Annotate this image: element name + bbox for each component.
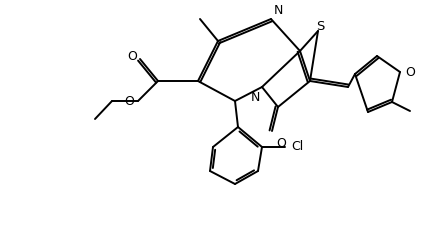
Text: N: N [251, 91, 260, 104]
Text: O: O [276, 136, 286, 149]
Text: O: O [124, 95, 134, 108]
Text: O: O [405, 66, 415, 79]
Text: N: N [274, 4, 284, 17]
Text: S: S [316, 19, 324, 32]
Text: O: O [127, 50, 137, 63]
Text: Cl: Cl [291, 139, 303, 152]
